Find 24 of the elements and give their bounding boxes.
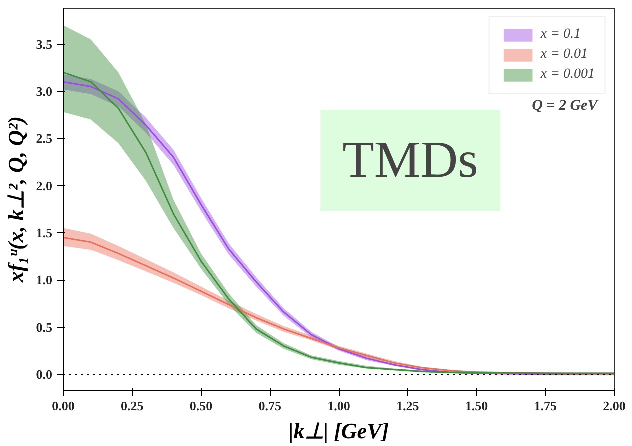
y-tick-label: 3.0 [36, 84, 52, 99]
y-tick-label: 1.5 [36, 225, 53, 240]
x-axis-title: |k⊥| [GeV] [288, 418, 390, 444]
y-tick-label: 3.5 [36, 36, 53, 52]
legend-label: x = 0.1 [540, 27, 581, 43]
x-tick-label: 1.50 [465, 398, 488, 414]
x-tick-label: 1.00 [328, 398, 350, 414]
y-tick-label: 2.0 [36, 178, 52, 194]
annotation: Q = 2 GeV [532, 98, 600, 114]
legend-label: x = 0.001 [540, 67, 595, 83]
x-tick-label: 0.75 [258, 398, 282, 414]
y-tick-label: 1.0 [36, 272, 52, 288]
x-tick-label: 2.00 [603, 398, 626, 414]
x-tick-label: 0.00 [52, 398, 75, 414]
y-tick-label: 0.5 [36, 320, 53, 335]
y-axis-title: xf₁ᵘ(x, k⊥², Q, Q²) [3, 116, 28, 284]
y-tick-label: 2.5 [36, 131, 53, 146]
y-tick-label: 0.0 [36, 366, 52, 382]
x-tick-label: 1.75 [534, 398, 558, 414]
legend-label: x = 0.01 [540, 47, 588, 63]
x-tick-label: 0.25 [121, 398, 144, 414]
annotation: TMDs [342, 132, 478, 189]
x-tick-label: 0.50 [190, 398, 213, 414]
x-tick-label: 1.25 [396, 398, 420, 414]
